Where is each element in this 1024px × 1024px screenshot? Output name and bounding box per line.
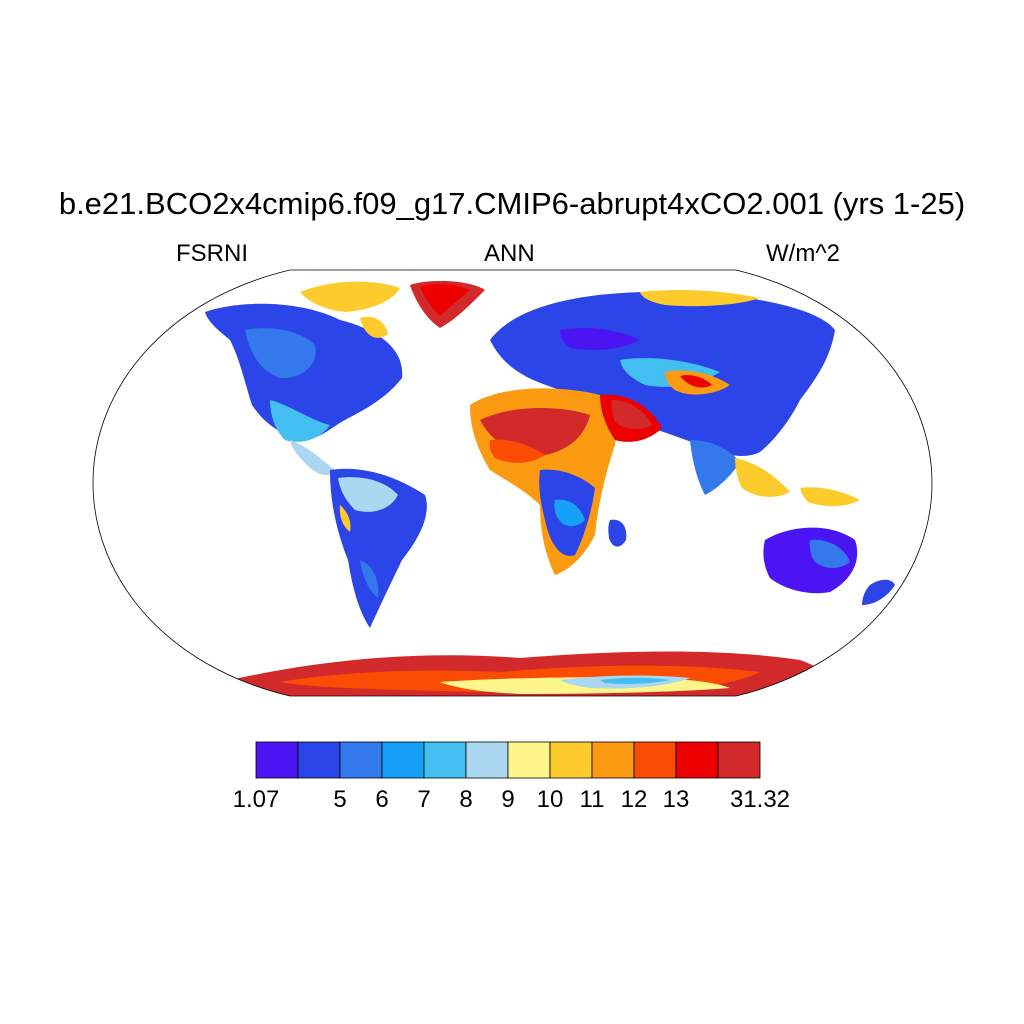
colorbar-swatch — [675, 741, 719, 779]
colorbar-tick-label: 9 — [501, 786, 515, 813]
season-label: ANN — [484, 240, 535, 267]
australia — [763, 527, 858, 594]
colorbar-tick-label: 5 — [333, 786, 347, 813]
colorbar-swatch — [465, 741, 509, 779]
colorbar-tick-label: 8 — [459, 786, 473, 813]
colorbar-swatch — [717, 741, 761, 779]
colorbar-swatch — [507, 741, 551, 779]
colorbar-swatch — [255, 741, 299, 779]
colorbar-swatch — [381, 741, 425, 779]
colorbar-tick-label: 7 — [417, 786, 431, 813]
map-border — [92, 269, 933, 697]
colorbar-tick-label: 1.07 — [232, 786, 280, 813]
central-america — [290, 440, 335, 476]
colorbar-swatch — [297, 741, 341, 779]
colorbar-tick-label: 11 — [579, 786, 605, 813]
colorbar-tick-label: 13 — [662, 786, 690, 813]
units-label: W/m^2 — [766, 240, 840, 267]
colorbar-tick-label: 6 — [375, 786, 389, 813]
colorbar-swatch — [591, 741, 635, 779]
colorbar-tick-label: 12 — [620, 786, 648, 813]
colorbar-swatch — [339, 741, 383, 779]
colorbar-tick-label: 10 — [536, 786, 564, 813]
colorbar-swatch — [549, 741, 593, 779]
plot-title: b.e21.BCO2x4cmip6.f09_g17.CMIP6-abrupt4x… — [58, 186, 966, 221]
colorbar-tick-label: 31.32 — [729, 786, 791, 813]
colorbar-swatch — [423, 741, 467, 779]
colorbar-swatch — [633, 741, 677, 779]
variable-label: FSRNI — [176, 240, 248, 267]
